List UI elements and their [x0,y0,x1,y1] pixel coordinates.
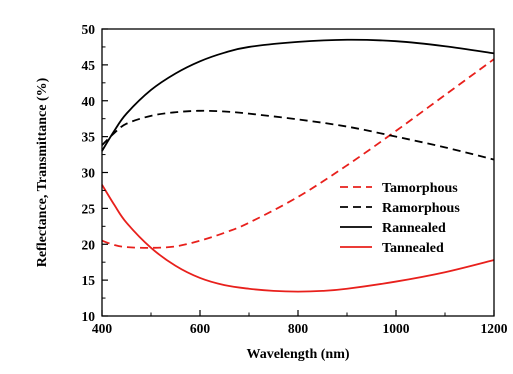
plot-lines [101,38,495,293]
axis-ticks [101,28,495,317]
y-tick-label: 40 [82,94,96,109]
y-tick-label: 20 [82,237,96,252]
series-line-ramorphous [101,109,495,161]
y-tick-label: 15 [82,273,96,288]
y-tick-label: 45 [82,58,96,73]
x-tick-label: 1000 [383,321,410,336]
y-tick-label: 35 [82,130,96,145]
legend-label-rannealed: Rannealed [382,221,446,236]
y-tick-label: 25 [82,201,96,216]
y-tick-label: 50 [82,22,96,37]
legend-label-tamorphous: Tamorphous [382,181,458,196]
plot-frame [101,28,495,317]
series-line-tamorphous [101,58,495,249]
y-tick-label: 30 [82,166,96,181]
x-tick-label: 400 [92,321,113,336]
x-tick-label: 600 [190,321,211,336]
legend-label-ramorphous: Ramorphous [382,201,460,216]
x-tick-label: 800 [288,321,309,336]
legend-label-tannealed: Tannealed [382,241,444,256]
x-axis-title: Wavelength (nm) [246,347,349,362]
tick-labels: 400 600 800 1000 1200 10 15 20 25 30 35 40 45 50 [82,22,508,336]
y-axis-title: Reflectance, Transmittance (%) [35,77,50,267]
y-tick-label: 10 [82,309,96,324]
legend: Tamorphous Ramorphous Rannealed Tannealed [340,181,460,256]
series-line-tannealed [101,184,495,293]
series-line-rannealed [101,38,495,152]
x-tick-label: 1200 [481,321,508,336]
